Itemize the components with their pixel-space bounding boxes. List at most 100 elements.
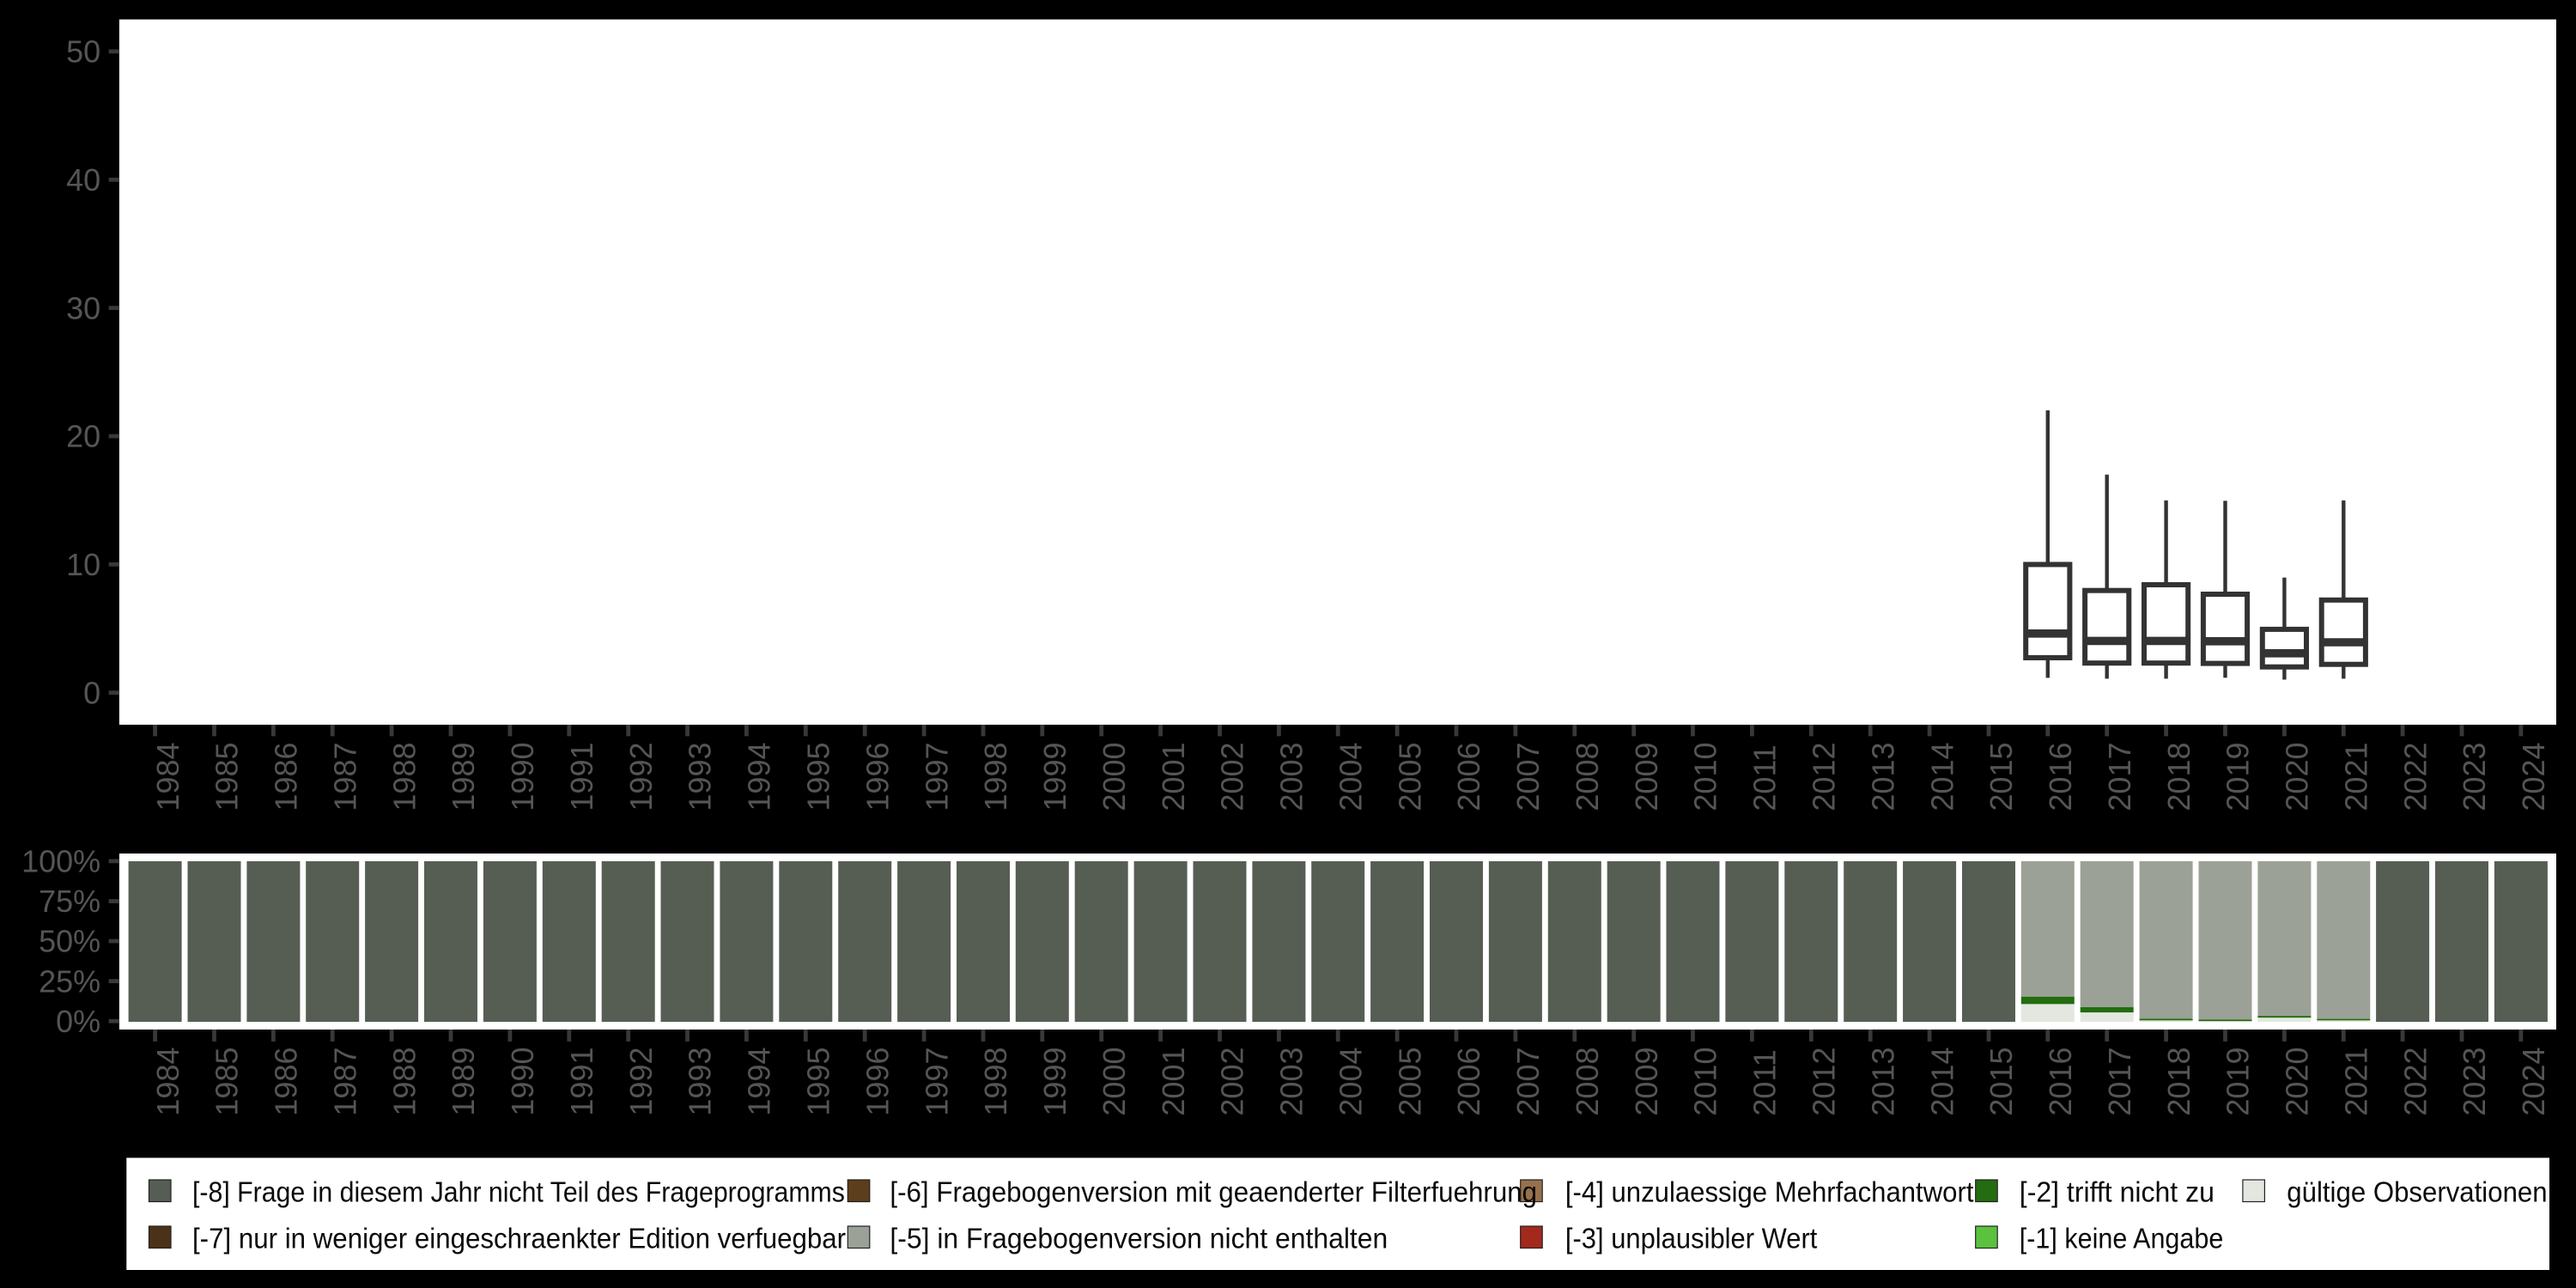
svg-text:2014: 2014 — [1924, 743, 1959, 811]
svg-text:2000: 2000 — [1097, 1048, 1132, 1116]
svg-text:2002: 2002 — [1215, 743, 1250, 811]
svg-text:2005: 2005 — [1392, 1048, 1427, 1116]
svg-text:1991: 1991 — [564, 743, 599, 811]
svg-text:2010: 2010 — [1688, 743, 1723, 811]
svg-text:1997: 1997 — [919, 1048, 954, 1116]
svg-text:2009: 2009 — [1629, 743, 1664, 811]
svg-text:2017: 2017 — [2102, 743, 2137, 811]
svg-text:40: 40 — [66, 162, 100, 197]
svg-text:2015: 2015 — [1984, 1048, 2019, 1116]
svg-text:2016: 2016 — [2043, 1048, 2078, 1116]
svg-text:1998: 1998 — [978, 743, 1013, 811]
svg-text:1984: 1984 — [150, 743, 185, 811]
svg-text:2023: 2023 — [2457, 743, 2492, 811]
svg-text:50%: 50% — [39, 924, 100, 959]
svg-text:1985: 1985 — [210, 1048, 245, 1116]
svg-text:2007: 2007 — [1510, 1048, 1546, 1116]
svg-text:1992: 1992 — [623, 1048, 659, 1116]
svg-text:2022: 2022 — [2397, 1048, 2433, 1116]
svg-text:2020: 2020 — [2280, 1048, 2315, 1116]
svg-text:2002: 2002 — [1215, 1048, 1250, 1116]
svg-text:[-3] unplausibler Wert: [-3] unplausibler Wert — [1565, 1223, 1817, 1255]
svg-text:2018: 2018 — [2161, 743, 2196, 811]
svg-text:2017: 2017 — [2102, 1048, 2137, 1116]
svg-text:75%: 75% — [39, 884, 100, 919]
svg-text:[-7] nur in weniger eingeschra: [-7] nur in weniger eingeschraenkter Edi… — [192, 1223, 846, 1255]
svg-text:1987: 1987 — [327, 743, 362, 811]
svg-text:1994: 1994 — [742, 1048, 777, 1116]
svg-text:2021: 2021 — [2339, 743, 2374, 811]
svg-text:2005: 2005 — [1392, 743, 1427, 811]
svg-text:2007: 2007 — [1510, 743, 1546, 811]
svg-text:1996: 1996 — [860, 743, 895, 811]
svg-text:[-4] unzulaessige Mehrfachantw: [-4] unzulaessige Mehrfachantwort — [1565, 1176, 1974, 1208]
svg-text:2012: 2012 — [1807, 743, 1842, 811]
svg-text:1999: 1999 — [1037, 743, 1072, 811]
svg-text:2013: 2013 — [1865, 1048, 1900, 1116]
svg-text:2008: 2008 — [1570, 743, 1605, 811]
svg-text:2001: 2001 — [1156, 1048, 1191, 1116]
svg-text:gültige Observationen: gültige Observationen — [2287, 1176, 2547, 1208]
svg-text:[-1] keine Angabe: [-1] keine Angabe — [2020, 1223, 2224, 1255]
svg-text:2024: 2024 — [2516, 743, 2551, 811]
svg-text:30: 30 — [66, 290, 100, 325]
svg-text:1985: 1985 — [210, 743, 245, 811]
svg-text:0: 0 — [83, 675, 100, 710]
svg-text:0%: 0% — [56, 1004, 100, 1039]
svg-text:2020: 2020 — [2280, 743, 2315, 811]
svg-text:2011: 2011 — [1747, 744, 1783, 811]
svg-text:20: 20 — [66, 419, 100, 454]
svg-text:1997: 1997 — [919, 743, 954, 811]
svg-text:1989: 1989 — [446, 1048, 481, 1116]
svg-text:2012: 2012 — [1807, 1048, 1842, 1116]
svg-text:1995: 1995 — [801, 743, 836, 811]
svg-text:2023: 2023 — [2457, 1048, 2492, 1116]
svg-text:2019: 2019 — [2221, 743, 2256, 811]
svg-text:2021: 2021 — [2339, 1048, 2374, 1116]
svg-text:2000: 2000 — [1097, 743, 1132, 811]
svg-text:2011: 2011 — [1747, 1049, 1783, 1115]
svg-text:2004: 2004 — [1333, 743, 1368, 811]
svg-text:1991: 1991 — [564, 1048, 599, 1116]
svg-text:2024: 2024 — [2516, 1048, 2551, 1116]
svg-text:25%: 25% — [39, 963, 100, 999]
svg-text:2015: 2015 — [1984, 743, 2019, 811]
svg-text:2014: 2014 — [1924, 1048, 1959, 1116]
svg-text:2004: 2004 — [1333, 1048, 1368, 1116]
svg-text:2003: 2003 — [1274, 743, 1309, 811]
svg-text:2003: 2003 — [1274, 1048, 1309, 1116]
svg-text:2001: 2001 — [1156, 743, 1191, 811]
svg-text:1984: 1984 — [150, 1048, 185, 1116]
svg-text:2009: 2009 — [1629, 1048, 1664, 1116]
svg-text:1998: 1998 — [978, 1048, 1013, 1116]
svg-text:2019: 2019 — [2221, 1048, 2256, 1116]
svg-text:1993: 1993 — [683, 1048, 718, 1116]
svg-text:1987: 1987 — [327, 1048, 362, 1116]
svg-text:2016: 2016 — [2043, 743, 2078, 811]
svg-text:1996: 1996 — [860, 1048, 895, 1116]
svg-text:1986: 1986 — [269, 1048, 304, 1116]
svg-text:1988: 1988 — [386, 743, 422, 811]
svg-text:100%: 100% — [21, 844, 100, 879]
svg-text:1993: 1993 — [683, 743, 718, 811]
svg-text:2010: 2010 — [1688, 1048, 1723, 1116]
svg-text:2006: 2006 — [1451, 743, 1486, 811]
svg-text:50: 50 — [66, 34, 100, 70]
svg-text:1992: 1992 — [623, 743, 659, 811]
svg-text:10: 10 — [66, 547, 100, 582]
svg-text:2008: 2008 — [1570, 1048, 1605, 1116]
svg-text:1990: 1990 — [505, 743, 540, 811]
svg-text:2018: 2018 — [2161, 1048, 2196, 1116]
svg-text:2022: 2022 — [2397, 743, 2433, 811]
svg-text:1994: 1994 — [742, 743, 777, 811]
svg-text:2006: 2006 — [1451, 1048, 1486, 1116]
svg-text:1995: 1995 — [801, 1048, 836, 1116]
svg-text:[-8] Frage in diesem Jahr nich: [-8] Frage in diesem Jahr nicht Teil des… — [192, 1176, 845, 1208]
svg-text:1999: 1999 — [1037, 1048, 1072, 1116]
svg-text:[-5] in Fragebogenversion nich: [-5] in Fragebogenversion nicht enthalte… — [890, 1223, 1388, 1255]
svg-text:[-2] trifft nicht zu: [-2] trifft nicht zu — [2020, 1176, 2215, 1208]
svg-text:1986: 1986 — [269, 743, 304, 811]
svg-text:1990: 1990 — [505, 1048, 540, 1116]
svg-text:1988: 1988 — [386, 1048, 422, 1116]
svg-text:1989: 1989 — [446, 743, 481, 811]
